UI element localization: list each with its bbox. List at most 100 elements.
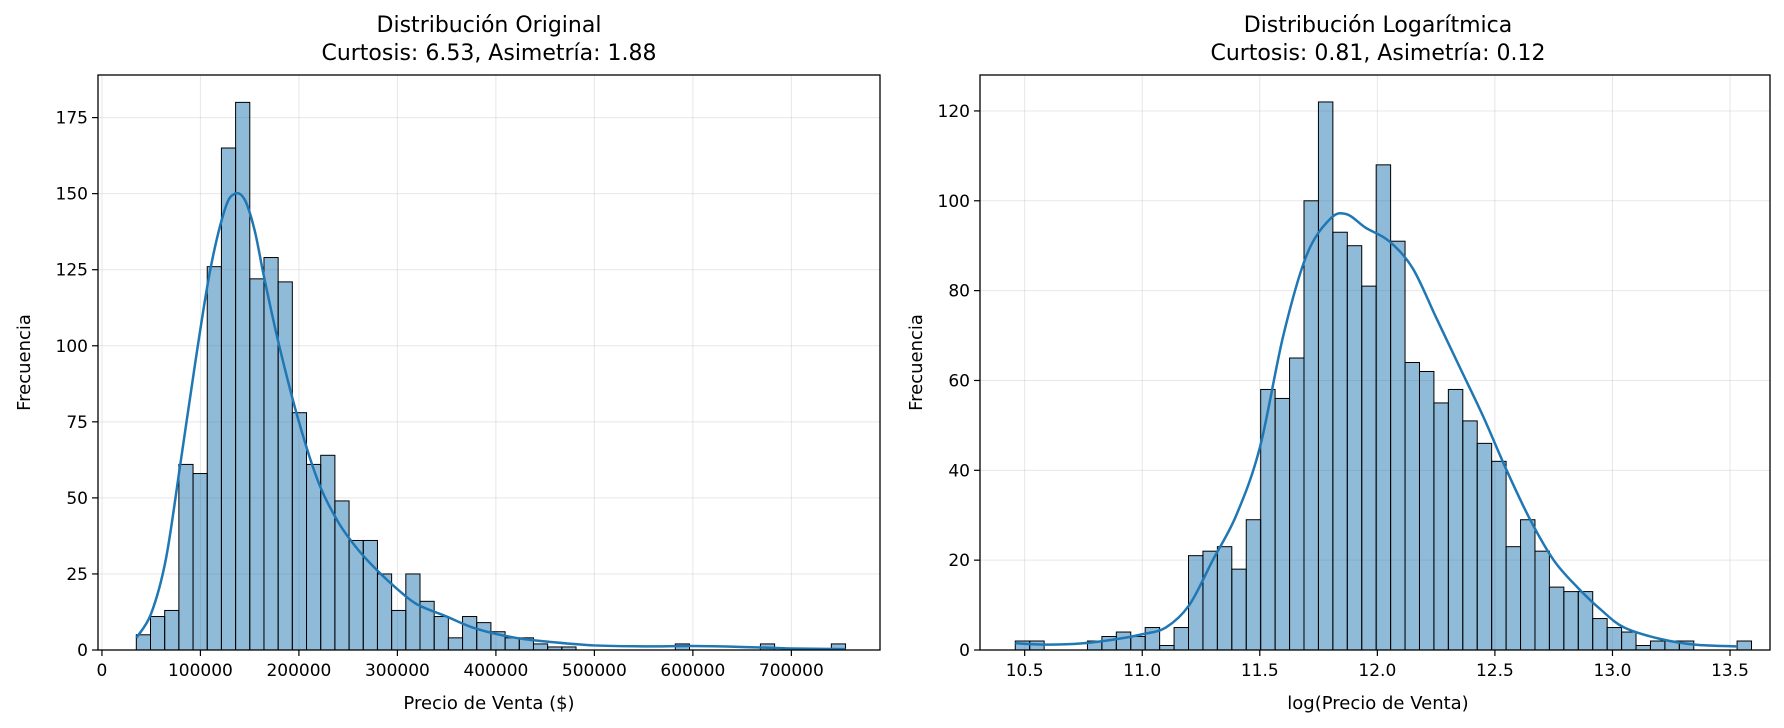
histogram-bar xyxy=(1404,362,1420,651)
y-tick-label: 125 xyxy=(56,261,88,281)
histogram-bar xyxy=(1505,546,1522,651)
y-tick-label: 20 xyxy=(948,551,970,571)
histogram-bar xyxy=(291,412,308,651)
x-tick-label: 11.5 xyxy=(1241,661,1279,681)
histogram-bar xyxy=(249,278,265,651)
histogram-bar xyxy=(1418,370,1435,651)
histogram-bar xyxy=(334,500,350,651)
histogram-bar xyxy=(1231,568,1247,651)
kde-line xyxy=(135,191,846,651)
histogram-bar xyxy=(447,637,464,651)
x-tick-label: 700000 xyxy=(759,661,824,681)
histogram-bar xyxy=(1621,631,1637,651)
histogram-bar xyxy=(206,266,222,651)
histogram-bar xyxy=(220,147,237,651)
y-axis-label: Frecuencia xyxy=(906,314,927,411)
histogram-bar xyxy=(1433,402,1449,651)
histogram-bar xyxy=(391,609,407,651)
x-tick-label: 500000 xyxy=(562,661,627,681)
histogram-bar xyxy=(1635,645,1651,651)
x-tick-label: 300000 xyxy=(365,661,430,681)
histogram-bar xyxy=(192,473,208,651)
x-axis: 0 100000 200000 300000 400000 500000 600000 700… xyxy=(97,650,824,681)
histogram-bar xyxy=(1317,101,1334,651)
kde-curve xyxy=(1015,211,1738,648)
histogram-bar xyxy=(476,622,492,651)
x-axis-label: log(Precio de Venta) xyxy=(1287,693,1468,714)
bars xyxy=(1014,101,1753,651)
histogram-bar xyxy=(504,637,520,651)
y-axis-label: Frecuencia xyxy=(14,314,35,411)
histogram-bar xyxy=(1476,442,1493,651)
histogram-bar xyxy=(1216,546,1233,651)
histogram-bar xyxy=(1361,285,1377,651)
bars xyxy=(135,101,847,651)
x-tick-label: 400000 xyxy=(463,661,528,681)
histogram-bar xyxy=(1548,586,1565,651)
histogram-bar xyxy=(1260,388,1276,651)
kde-curve xyxy=(135,191,846,651)
histogram-bar xyxy=(1563,591,1579,651)
histogram-bar xyxy=(1649,640,1666,651)
x-tick-label: 0 xyxy=(97,661,108,681)
histogram-bar xyxy=(1462,420,1478,651)
histogram-bar xyxy=(306,463,322,651)
y-axis: 0 20 40 60 80 100 120 xyxy=(938,102,980,661)
histogram-bar xyxy=(1245,519,1262,651)
histogram-bar xyxy=(376,573,393,651)
x-axis-label: Precio de Venta ($) xyxy=(403,693,574,714)
y-tick-label: 0 xyxy=(959,641,970,661)
histogram-bar xyxy=(1736,640,1753,651)
x-tick-label: 12.5 xyxy=(1476,661,1514,681)
histogram-bar xyxy=(1303,200,1319,651)
histogram-bar xyxy=(532,643,549,651)
chart-title-line2: Curtosis: 0.81, Asimetría: 0.12 xyxy=(1210,41,1545,66)
chart-title-line1: Distribución Original xyxy=(377,13,602,38)
kde-line xyxy=(1015,211,1738,648)
x-tick-label: 10.5 xyxy=(1006,661,1044,681)
y-tick-label: 100 xyxy=(938,192,970,212)
chart-title-line1: Distribución Logarítmica xyxy=(1244,13,1513,38)
histogram-bar xyxy=(164,609,180,651)
x-tick-label: 13.5 xyxy=(1711,661,1749,681)
y-axis: 0 25 50 75 100 125 150 175 xyxy=(56,109,98,661)
histogram-bar xyxy=(263,257,279,651)
histogram-bar xyxy=(149,616,166,651)
x-tick-label: 600000 xyxy=(660,661,725,681)
plot-frame xyxy=(97,74,881,651)
x-tick-label: 200000 xyxy=(266,661,331,681)
chart-title-line2: Curtosis: 6.53, Asimetría: 1.88 xyxy=(321,41,656,66)
y-tick-label: 25 xyxy=(66,565,88,585)
histogram-bar xyxy=(1173,627,1190,651)
x-tick-label: 12.0 xyxy=(1358,661,1396,681)
histogram-bar xyxy=(1491,460,1507,651)
x-axis: 10.5 11.0 11.5 12.0 12.5 13.0 13.5 xyxy=(1006,650,1749,681)
histogram-original: Distribución Original Curtosis: 6.53, As… xyxy=(14,13,881,714)
histogram-bar xyxy=(462,616,478,651)
histogram-bar xyxy=(433,616,449,651)
histogram-bar xyxy=(277,281,293,651)
histogram-bar xyxy=(348,539,364,651)
y-tick-label: 100 xyxy=(56,337,88,357)
y-tick-label: 60 xyxy=(948,371,970,391)
histogram-bar xyxy=(1592,618,1608,651)
y-tick-label: 40 xyxy=(948,461,970,481)
histogram-bar xyxy=(1274,397,1291,651)
histogram-logaritmica: Distribución Logarítmica Curtosis: 0.81,… xyxy=(906,13,1771,714)
y-tick-label: 150 xyxy=(56,185,88,205)
y-tick-label: 75 xyxy=(66,413,88,433)
histogram-bar xyxy=(1447,388,1464,651)
histogram-bar xyxy=(1115,631,1132,651)
histogram-bar xyxy=(1520,519,1536,651)
histogram-bar xyxy=(1534,550,1550,651)
y-tick-label: 120 xyxy=(938,102,970,122)
histogram-bar xyxy=(1159,645,1175,651)
y-tick-label: 50 xyxy=(66,489,88,509)
plot-frame xyxy=(979,74,1771,651)
histogram-bar xyxy=(235,101,251,651)
histogram-bar xyxy=(178,463,194,651)
y-tick-label: 175 xyxy=(56,109,88,129)
histogram-bar xyxy=(1606,627,1623,651)
y-tick-label: 0 xyxy=(77,641,88,661)
